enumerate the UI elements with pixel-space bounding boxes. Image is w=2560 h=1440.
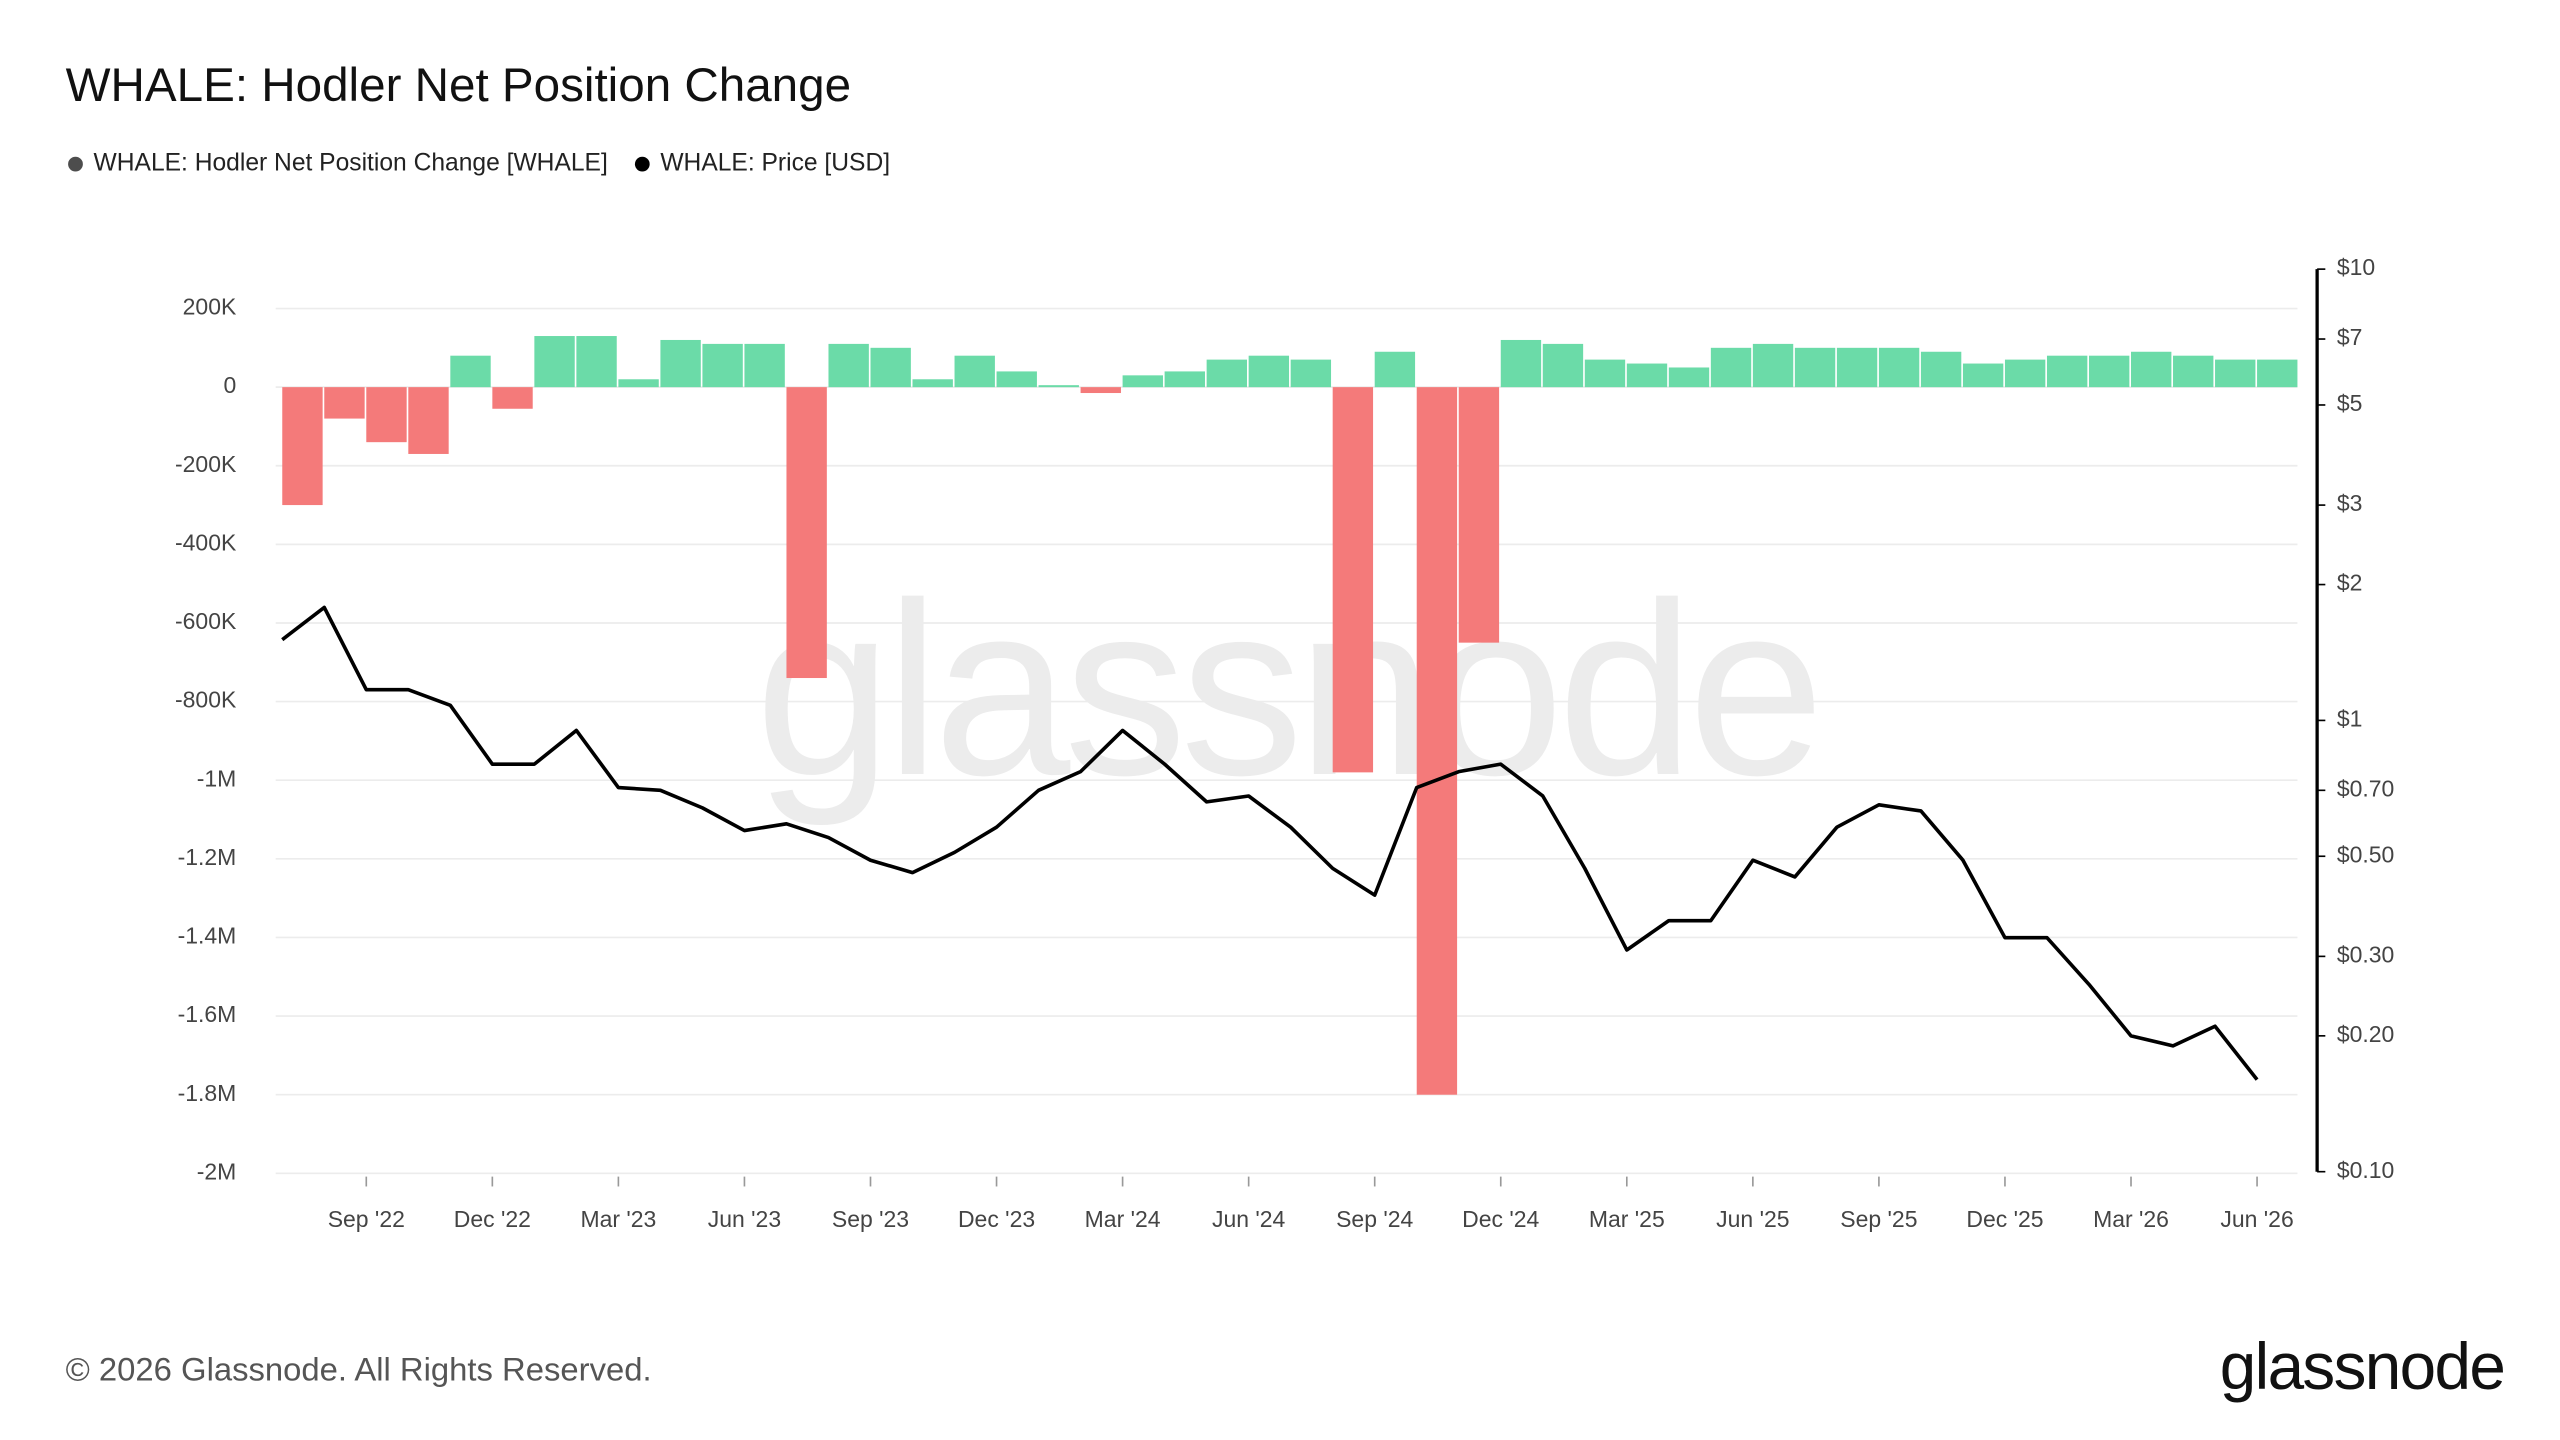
y-tick-label: -2M — [197, 1158, 237, 1184]
legend-marker — [68, 156, 83, 172]
bar — [1080, 387, 1121, 394]
bar — [744, 343, 785, 388]
y2-tick-label: $7 — [2337, 324, 2363, 350]
y2-tick-label: $0.10 — [2337, 1157, 2394, 1183]
watermark: glassnode — [755, 552, 1818, 827]
bar — [1542, 343, 1584, 388]
y-tick-label: -1.8M — [178, 1080, 237, 1106]
bar — [2088, 355, 2130, 388]
y2-tick-label: $0.70 — [2337, 775, 2394, 801]
bar — [2004, 359, 2046, 388]
bar — [1038, 385, 1079, 388]
y2-tick-label: $3 — [2337, 490, 2363, 516]
y-tick-label: 200K — [183, 294, 237, 320]
bar — [1584, 359, 1626, 388]
bar — [1626, 363, 1668, 388]
y-tick-label: -1.4M — [178, 923, 237, 949]
x-tick-label: Mar '24 — [1085, 1206, 1161, 1232]
bar — [366, 387, 407, 443]
bar — [2173, 355, 2214, 388]
y-tick-label: -200K — [175, 451, 237, 477]
x-tick-label: Dec '23 — [958, 1206, 1035, 1232]
price-line — [281, 605, 2259, 1081]
bar — [702, 343, 743, 388]
x-tick-label: Jun '23 — [708, 1206, 781, 1232]
legend-marker — [634, 156, 650, 172]
y2-tick-label: $5 — [2337, 390, 2363, 416]
y2-tick-label: $0.20 — [2337, 1021, 2394, 1047]
y2-tick-label: $0.30 — [2337, 941, 2394, 967]
bar — [1248, 355, 1290, 388]
bar — [1206, 359, 1248, 388]
bar — [2131, 351, 2172, 388]
bar — [870, 347, 911, 388]
bar — [1794, 347, 1836, 388]
bar — [2215, 359, 2256, 388]
y-tick-label: -600K — [175, 608, 237, 634]
bar — [1374, 351, 1416, 388]
bar — [282, 387, 323, 506]
bar — [1416, 387, 1458, 1095]
y-tick-label: -400K — [175, 529, 237, 555]
x-tick-label: Jun '26 — [2220, 1206, 2293, 1232]
y2-tick-label: $0.50 — [2337, 841, 2394, 867]
x-tick-label: Sep '23 — [832, 1206, 909, 1232]
x-tick-label: Mar '25 — [1589, 1206, 1665, 1232]
bar — [1290, 359, 1332, 388]
bar — [786, 387, 827, 679]
bar — [618, 379, 659, 388]
x-tick-label: Sep '24 — [1336, 1206, 1413, 1232]
bar — [1458, 387, 1500, 643]
bar — [1332, 387, 1374, 773]
bar — [996, 371, 1037, 388]
x-tick-label: Dec '22 — [454, 1206, 531, 1232]
bar — [1668, 367, 1710, 388]
bar — [1710, 347, 1752, 388]
bar — [1962, 363, 2004, 388]
x-tick-label: Mar '26 — [2093, 1206, 2169, 1232]
bar — [324, 387, 365, 419]
bar — [408, 387, 449, 454]
footer: © 2026 Glassnode. All Rights Reserved. — [66, 1351, 652, 1388]
bar — [954, 355, 995, 388]
y2-tick-label: $2 — [2337, 570, 2363, 596]
x-tick-label: Sep '25 — [1840, 1206, 1917, 1232]
x-tick-label: Jun '24 — [1212, 1206, 1286, 1232]
legend-label: WHALE: Price [USD] — [660, 150, 890, 177]
bar — [660, 339, 701, 388]
y-tick-label: -1.2M — [178, 844, 237, 870]
chart-title: WHALE: Hodler Net Position Change — [66, 59, 851, 112]
y2-tick-label: $1 — [2337, 705, 2363, 731]
x-tick-label: Jun '25 — [1716, 1206, 1789, 1232]
y-tick-label: -800K — [175, 687, 237, 713]
bar — [828, 343, 869, 388]
bar — [1752, 343, 1794, 388]
bar — [576, 336, 617, 388]
x-tick-label: Mar '23 — [580, 1206, 656, 1232]
bar — [1500, 339, 1542, 388]
bar — [1920, 351, 1962, 388]
x-tick-label: Sep '22 — [328, 1206, 405, 1232]
bar — [450, 355, 491, 388]
bar — [2046, 355, 2088, 388]
bar — [1122, 375, 1163, 388]
x-tick-label: Dec '25 — [1966, 1206, 2043, 1232]
bar — [492, 387, 533, 409]
bar — [1164, 371, 1205, 388]
bar — [534, 336, 575, 388]
bar — [1878, 347, 1920, 388]
bar — [2257, 359, 2298, 388]
x-tick-label: Dec '24 — [1462, 1206, 1539, 1232]
y-tick-label: 0 — [224, 372, 237, 398]
y2-tick-label: $10 — [2337, 254, 2375, 280]
y-tick-label: -1M — [197, 765, 237, 791]
legend-label: WHALE: Hodler Net Position Change [WHALE… — [94, 150, 608, 177]
brand-logo: glassnode — [2220, 1330, 2504, 1403]
bar — [912, 379, 953, 388]
bar — [1836, 347, 1878, 388]
y-tick-label: -1.6M — [178, 1001, 237, 1027]
